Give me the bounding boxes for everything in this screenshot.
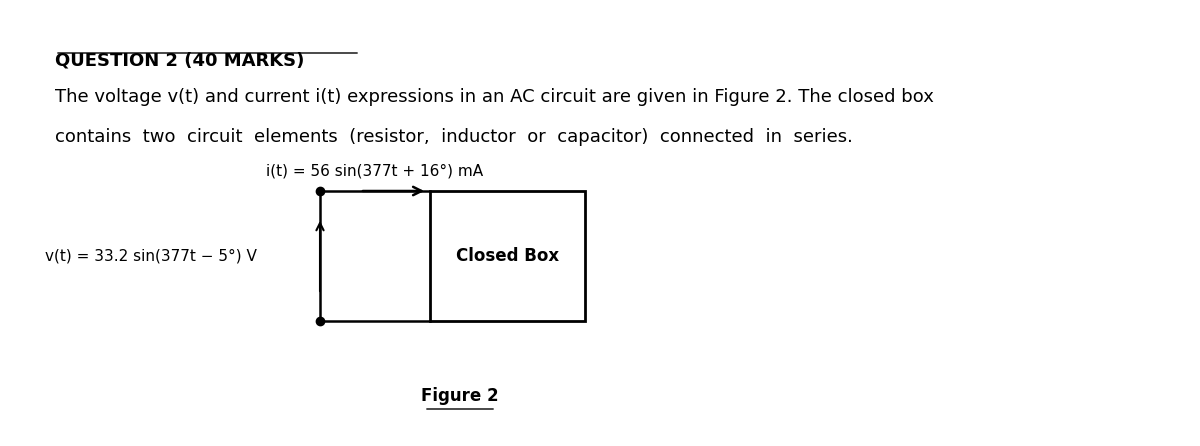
Text: Closed Box: Closed Box: [456, 247, 559, 265]
Text: The voltage v(t) and current i(t) expressions in an AC circuit are given in Figu: The voltage v(t) and current i(t) expres…: [55, 88, 934, 106]
Text: i(t) = 56 sin(377t + 16°) mA: i(t) = 56 sin(377t + 16°) mA: [266, 163, 484, 178]
Text: QUESTION 2 (40 MARKS): QUESTION 2 (40 MARKS): [55, 51, 305, 69]
Text: contains  two  circuit  elements  (resistor,  inductor  or  capacitor)  connecte: contains two circuit elements (resistor,…: [55, 128, 853, 146]
Text: v(t) = 33.2 sin(377t − 5°) V: v(t) = 33.2 sin(377t − 5°) V: [46, 248, 257, 264]
Text: Figure 2: Figure 2: [421, 387, 499, 405]
Bar: [430, 191, 586, 321]
